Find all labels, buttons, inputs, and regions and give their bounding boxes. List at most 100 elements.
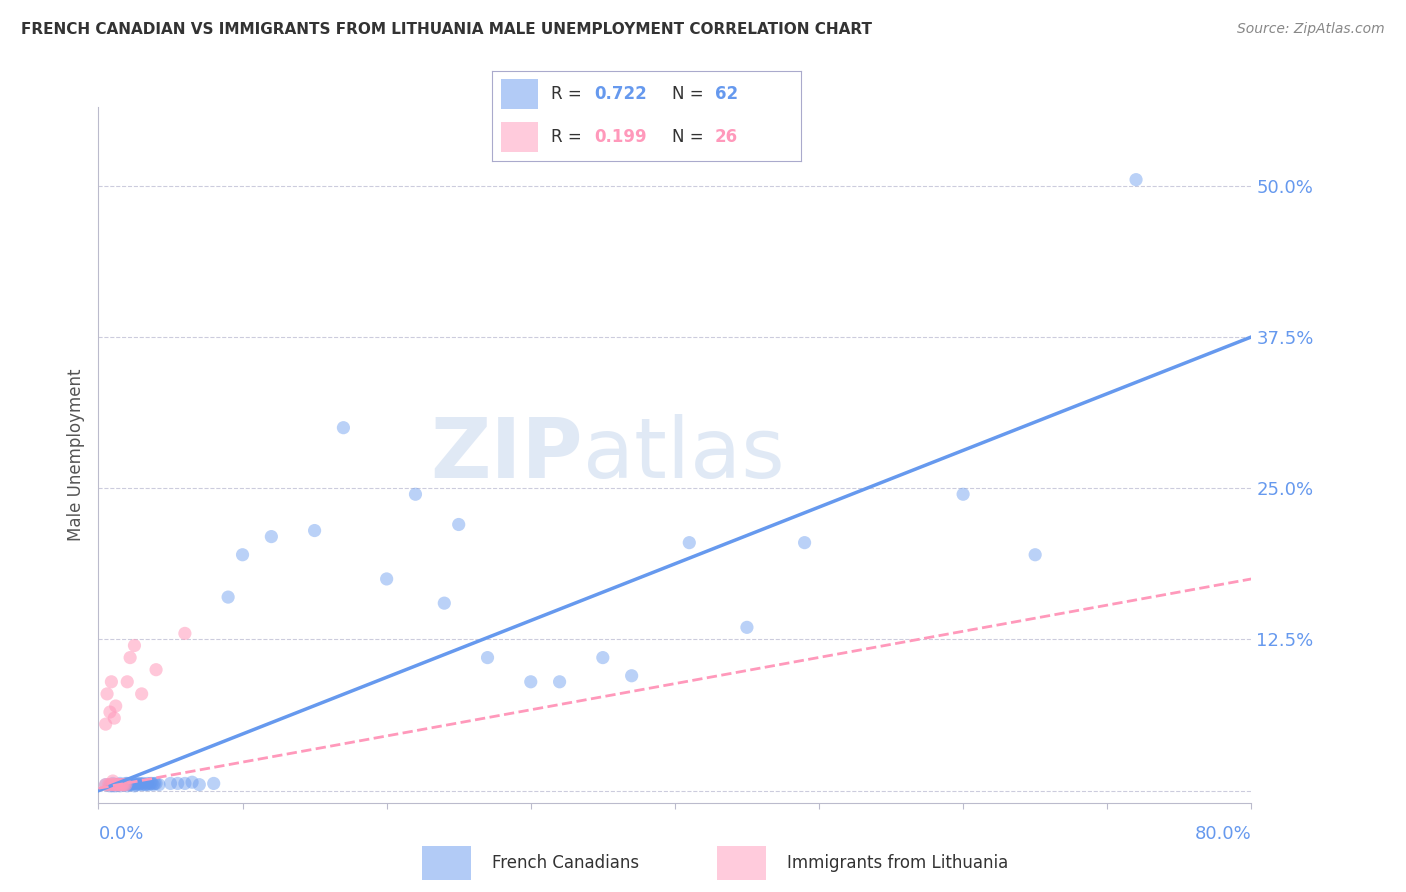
Point: [101, 774, 124, 789]
Point: [117, 779, 138, 793]
Point: [131, 778, 153, 792]
Bar: [502, 122, 538, 152]
Y-axis label: Male Unemployment: Male Unemployment: [66, 368, 84, 541]
Text: 0.199: 0.199: [595, 128, 647, 146]
Point: [128, 778, 150, 792]
Point: [145, 776, 167, 790]
Point: [592, 650, 614, 665]
Text: 0.722: 0.722: [595, 85, 647, 103]
Point: [114, 778, 136, 792]
Point: [136, 776, 159, 790]
Point: [145, 663, 167, 677]
Point: [94, 778, 117, 792]
Point: [148, 778, 170, 792]
Point: [174, 626, 197, 640]
Point: [1125, 172, 1147, 186]
Point: [104, 698, 127, 713]
Text: 62: 62: [714, 85, 738, 103]
Point: [94, 717, 117, 731]
Point: [129, 776, 152, 790]
Text: 26: 26: [714, 128, 738, 146]
Point: [111, 778, 134, 792]
Point: [108, 779, 131, 793]
Point: [98, 705, 121, 719]
Point: [111, 778, 134, 792]
Point: [108, 776, 131, 790]
Text: FRENCH CANADIAN VS IMMIGRANTS FROM LITHUANIA MALE UNEMPLOYMENT CORRELATION CHART: FRENCH CANADIAN VS IMMIGRANTS FROM LITHU…: [21, 22, 872, 37]
Text: French Canadians: French Canadians: [492, 854, 640, 872]
Point: [1024, 548, 1046, 562]
Text: 80.0%: 80.0%: [1195, 825, 1251, 843]
Point: [104, 779, 127, 793]
Point: [217, 590, 239, 604]
Point: [620, 669, 643, 683]
Text: ZIP: ZIP: [430, 415, 582, 495]
Point: [127, 776, 149, 790]
Point: [181, 775, 204, 789]
Point: [159, 776, 181, 790]
Point: [107, 778, 129, 792]
Point: [97, 778, 120, 792]
Point: [105, 778, 128, 792]
Point: [231, 548, 254, 562]
Point: [124, 639, 146, 653]
Point: [125, 778, 148, 792]
Point: [952, 487, 974, 501]
Point: [101, 779, 124, 793]
Point: [104, 778, 127, 792]
Point: [112, 778, 135, 792]
Point: [103, 711, 125, 725]
Point: [110, 778, 132, 792]
Point: [124, 776, 146, 790]
Point: [120, 650, 142, 665]
Point: [134, 778, 156, 792]
Point: [548, 674, 571, 689]
Point: [793, 535, 815, 549]
Point: [107, 778, 129, 792]
Text: N =: N =: [672, 85, 709, 103]
Point: [142, 778, 165, 792]
Point: [447, 517, 470, 532]
Point: [103, 778, 125, 792]
Point: [131, 687, 153, 701]
Point: [139, 776, 162, 790]
Point: [100, 674, 122, 689]
Point: [118, 778, 141, 792]
Point: [132, 776, 155, 790]
Point: [375, 572, 398, 586]
Text: Immigrants from Lithuania: Immigrants from Lithuania: [787, 854, 1008, 872]
Point: [96, 687, 118, 701]
Point: [105, 778, 128, 792]
Point: [141, 776, 163, 790]
Point: [98, 779, 121, 793]
Bar: [422, 846, 471, 880]
Text: 0.0%: 0.0%: [98, 825, 143, 843]
Text: Source: ZipAtlas.com: Source: ZipAtlas.com: [1237, 22, 1385, 37]
Point: [135, 778, 157, 792]
Point: [117, 674, 138, 689]
Point: [108, 778, 131, 792]
Text: R =: R =: [551, 85, 586, 103]
Point: [405, 487, 427, 501]
Point: [98, 778, 121, 792]
Point: [114, 776, 136, 790]
Point: [124, 779, 146, 793]
Point: [202, 776, 225, 790]
Point: [120, 778, 142, 792]
Point: [138, 778, 160, 792]
Point: [174, 776, 197, 790]
Point: [304, 524, 326, 538]
Point: [735, 620, 758, 634]
Text: R =: R =: [551, 128, 586, 146]
Point: [143, 776, 166, 790]
Text: N =: N =: [672, 128, 709, 146]
Bar: [717, 846, 766, 880]
Point: [112, 778, 135, 792]
Bar: [502, 79, 538, 109]
Point: [101, 778, 124, 792]
Point: [166, 776, 188, 790]
Point: [477, 650, 499, 665]
Point: [117, 776, 138, 790]
Point: [260, 530, 283, 544]
Point: [101, 776, 124, 790]
